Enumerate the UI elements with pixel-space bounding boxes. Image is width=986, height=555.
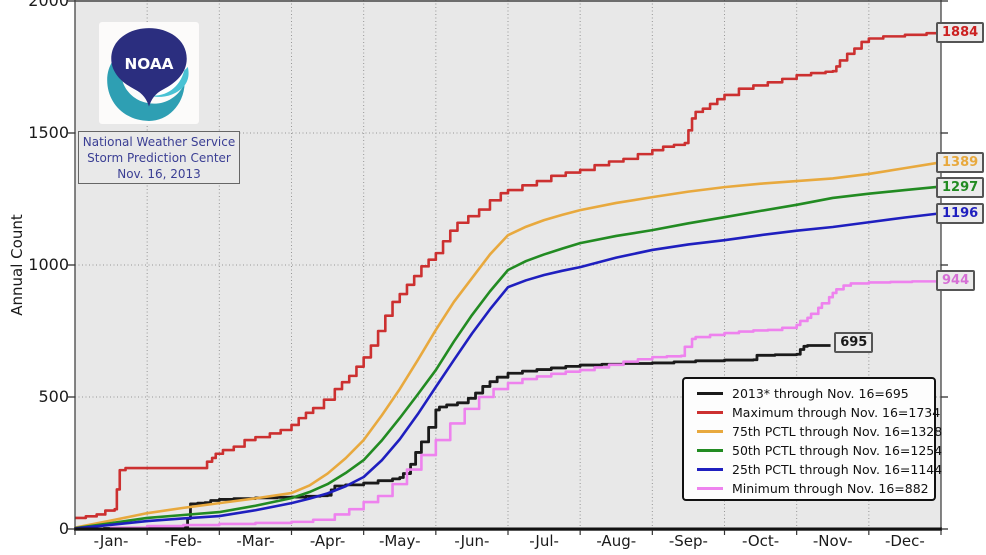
legend-label: 2013* through Nov. 16=695 bbox=[732, 386, 909, 401]
end-value-label-1389: 1389 bbox=[936, 152, 985, 174]
x-tick-label: -Feb- bbox=[164, 532, 202, 550]
y-tick-label: 2000 bbox=[28, 0, 69, 10]
end-value-label-1196: 1196 bbox=[936, 203, 985, 225]
legend-item-75th-pctl: 75th PCTL through Nov. 16=1328 bbox=[697, 422, 942, 441]
x-tick-label: -Jun- bbox=[454, 532, 490, 550]
info-line-center: Storm Prediction Center bbox=[87, 151, 231, 165]
legend-swatch-50th-pctl bbox=[697, 449, 723, 452]
y-tick-label: 500 bbox=[38, 387, 69, 406]
noaa-emblem-icon: NOAA bbox=[99, 22, 199, 124]
x-tick-label: -Sep- bbox=[668, 532, 708, 550]
series-line-75th-pctl bbox=[74, 161, 942, 529]
legend-item-25th-pctl: 25th PCTL through Nov. 16=1144 bbox=[697, 460, 942, 479]
end-value-label-1297: 1297 bbox=[936, 176, 985, 198]
info-line-agency: National Weather Service bbox=[82, 135, 236, 149]
x-tick-label: -May- bbox=[378, 532, 421, 550]
x-tick-label: -Jan- bbox=[93, 532, 129, 550]
series-line-25th-pctl bbox=[74, 211, 942, 530]
bottom-spine bbox=[74, 527, 942, 531]
end-value-label-1884: 1884 bbox=[936, 21, 985, 43]
legend-swatch-minimum bbox=[697, 487, 723, 490]
y-tick-label: 0 bbox=[58, 519, 69, 538]
x-tick-label: -Apr- bbox=[309, 532, 346, 550]
y-tick-label: 1500 bbox=[28, 123, 69, 142]
legend-label: Maximum through Nov. 16=1734 bbox=[732, 405, 941, 420]
info-box: National Weather Service Storm Predictio… bbox=[78, 131, 240, 184]
x-tick-label: -Jul- bbox=[529, 532, 559, 550]
series-line-maximum bbox=[75, 31, 943, 520]
series-line-2013 bbox=[75, 344, 831, 531]
x-tick-label: -Mar- bbox=[236, 532, 275, 550]
legend-swatch-maximum bbox=[697, 411, 723, 414]
x-tick-label: -Oct- bbox=[741, 532, 780, 550]
legend-item-2013: 2013* through Nov. 16=695 bbox=[697, 384, 934, 403]
legend-item-maximum: Maximum through Nov. 16=1734 bbox=[697, 403, 940, 422]
legend-item-minimum: Minimum through Nov. 16=882 bbox=[697, 479, 934, 498]
info-line-date: Nov. 16, 2013 bbox=[117, 167, 201, 181]
legend-swatch-75th-pctl bbox=[697, 430, 723, 433]
legend-label: 75th PCTL through Nov. 16=1328 bbox=[732, 424, 943, 439]
y-tick-label: 1000 bbox=[28, 255, 69, 274]
x-tick-label: -Aug- bbox=[596, 532, 637, 550]
series-line-minimum bbox=[75, 279, 943, 531]
noaa-logo-text: NOAA bbox=[124, 55, 173, 73]
legend-item-50th-pctl: 50th PCTL through Nov. 16=1254 bbox=[697, 441, 942, 460]
legend-label: 50th PCTL through Nov. 16=1254 bbox=[732, 443, 943, 458]
x-tick-label: -Dec- bbox=[884, 532, 925, 550]
end-value-label-944: 944 bbox=[936, 269, 976, 291]
legend-swatch-25th-pctl bbox=[697, 468, 723, 471]
end-value-label-695: 695 bbox=[834, 331, 874, 353]
x-tick-label: -Nov- bbox=[812, 532, 853, 550]
legend-label: Minimum through Nov. 16=882 bbox=[732, 481, 929, 496]
series-line-50th-pctl bbox=[74, 185, 942, 530]
legend-label: 25th PCTL through Nov. 16=1144 bbox=[732, 462, 943, 477]
noaa-logo: NOAA bbox=[98, 20, 200, 126]
legend-swatch-2013 bbox=[697, 392, 723, 395]
legend: 2013* through Nov. 16=695 Maximum through… bbox=[682, 377, 942, 501]
